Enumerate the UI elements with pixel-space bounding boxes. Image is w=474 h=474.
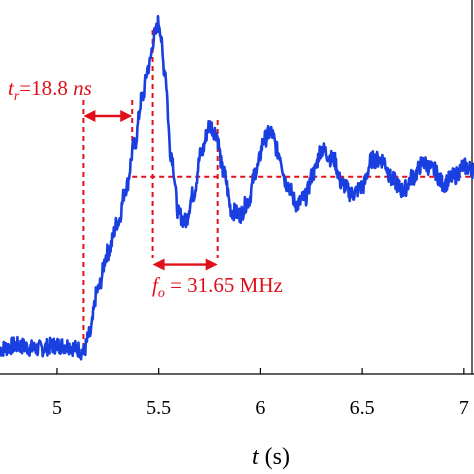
rise-time-arrow-head-left [83, 110, 96, 122]
frequency-sub: o [158, 286, 165, 301]
frequency-arrow [152, 258, 218, 271]
x-axis-label-var: t [252, 444, 260, 470]
frequency-arrow-head-left [152, 258, 165, 271]
frequency-annotation: fo = 31.65 MHz [152, 273, 283, 301]
rise-time-arrow-head-right [120, 110, 133, 122]
x-axis-label: t (s) [252, 444, 290, 470]
frequency-var: f [152, 273, 161, 297]
rise-time-var: t [8, 76, 15, 100]
x-tick-label: 7 [459, 397, 469, 419]
rise-time-arrow [83, 110, 133, 122]
frequency-arrow-head-right [205, 258, 218, 271]
x-tick-label: 5 [52, 397, 62, 419]
x-axis-label-unit: (s) [259, 444, 290, 470]
x-ticks: 5 5.5 6 6.5 7 [52, 368, 469, 419]
series-group [0, 14, 474, 361]
rise-time-unit: ns [73, 76, 92, 100]
x-tick-label: 6 [255, 397, 265, 419]
frequency-value: = 31.65 MHz [165, 273, 283, 297]
rise-time-value: =18.8 [19, 76, 73, 100]
series-line [0, 14, 474, 361]
annotation-guides [82, 30, 474, 350]
rise-time-sub: r [14, 89, 20, 104]
x-tick-label: 5.5 [146, 397, 171, 419]
plot-area: 5 5.5 6 6.5 7 [0, 0, 474, 419]
rise-time-annotation: tr=18.8 ns [8, 76, 92, 104]
x-tick-label: 6.5 [350, 397, 375, 419]
